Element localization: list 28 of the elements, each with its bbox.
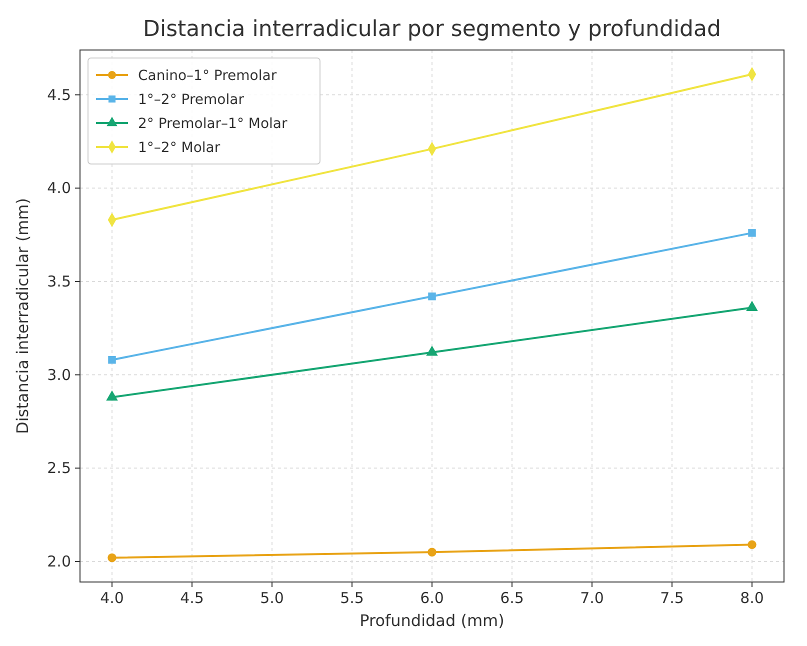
point — [108, 356, 116, 364]
legend-label: 2° Premolar–1° Molar — [138, 116, 288, 132]
x-tick-label: 6.5 — [500, 589, 524, 607]
x-tick-label: 7.0 — [580, 589, 604, 607]
y-tick-label: 3.0 — [47, 366, 71, 384]
chart-title: Distancia interradicular por segmento y profundidad — [143, 17, 721, 42]
x-tick-label: 5.0 — [260, 589, 284, 607]
y-tick-label: 2.5 — [47, 459, 71, 478]
point — [428, 292, 436, 300]
x-tick-label: 5.5 — [340, 589, 364, 607]
y-tick-label: 4.0 — [47, 179, 71, 198]
legend-label: 1°–2° Molar — [138, 140, 220, 156]
y-tick-label: 4.5 — [47, 86, 71, 104]
point — [428, 548, 436, 556]
y-tick-label: 2.0 — [47, 552, 71, 570]
y-axis-title: Distancia interradicular (mm) — [13, 198, 32, 434]
x-axis-title: Profundidad (mm) — [360, 611, 504, 630]
legend-label: Canino–1° Premolar — [138, 68, 277, 84]
point — [748, 229, 756, 237]
x-tick-label: 4.5 — [180, 589, 204, 607]
point — [108, 553, 116, 562]
x-tick-label: 6.0 — [420, 589, 444, 607]
legend-label: 1°–2° Premolar — [138, 92, 244, 108]
x-tick-label: 7.5 — [660, 589, 684, 607]
x-tick-label: 4.0 — [100, 589, 124, 607]
x-tick-label: 8.0 — [740, 589, 764, 607]
y-tick-label: 3.5 — [47, 272, 71, 290]
point — [748, 540, 756, 550]
